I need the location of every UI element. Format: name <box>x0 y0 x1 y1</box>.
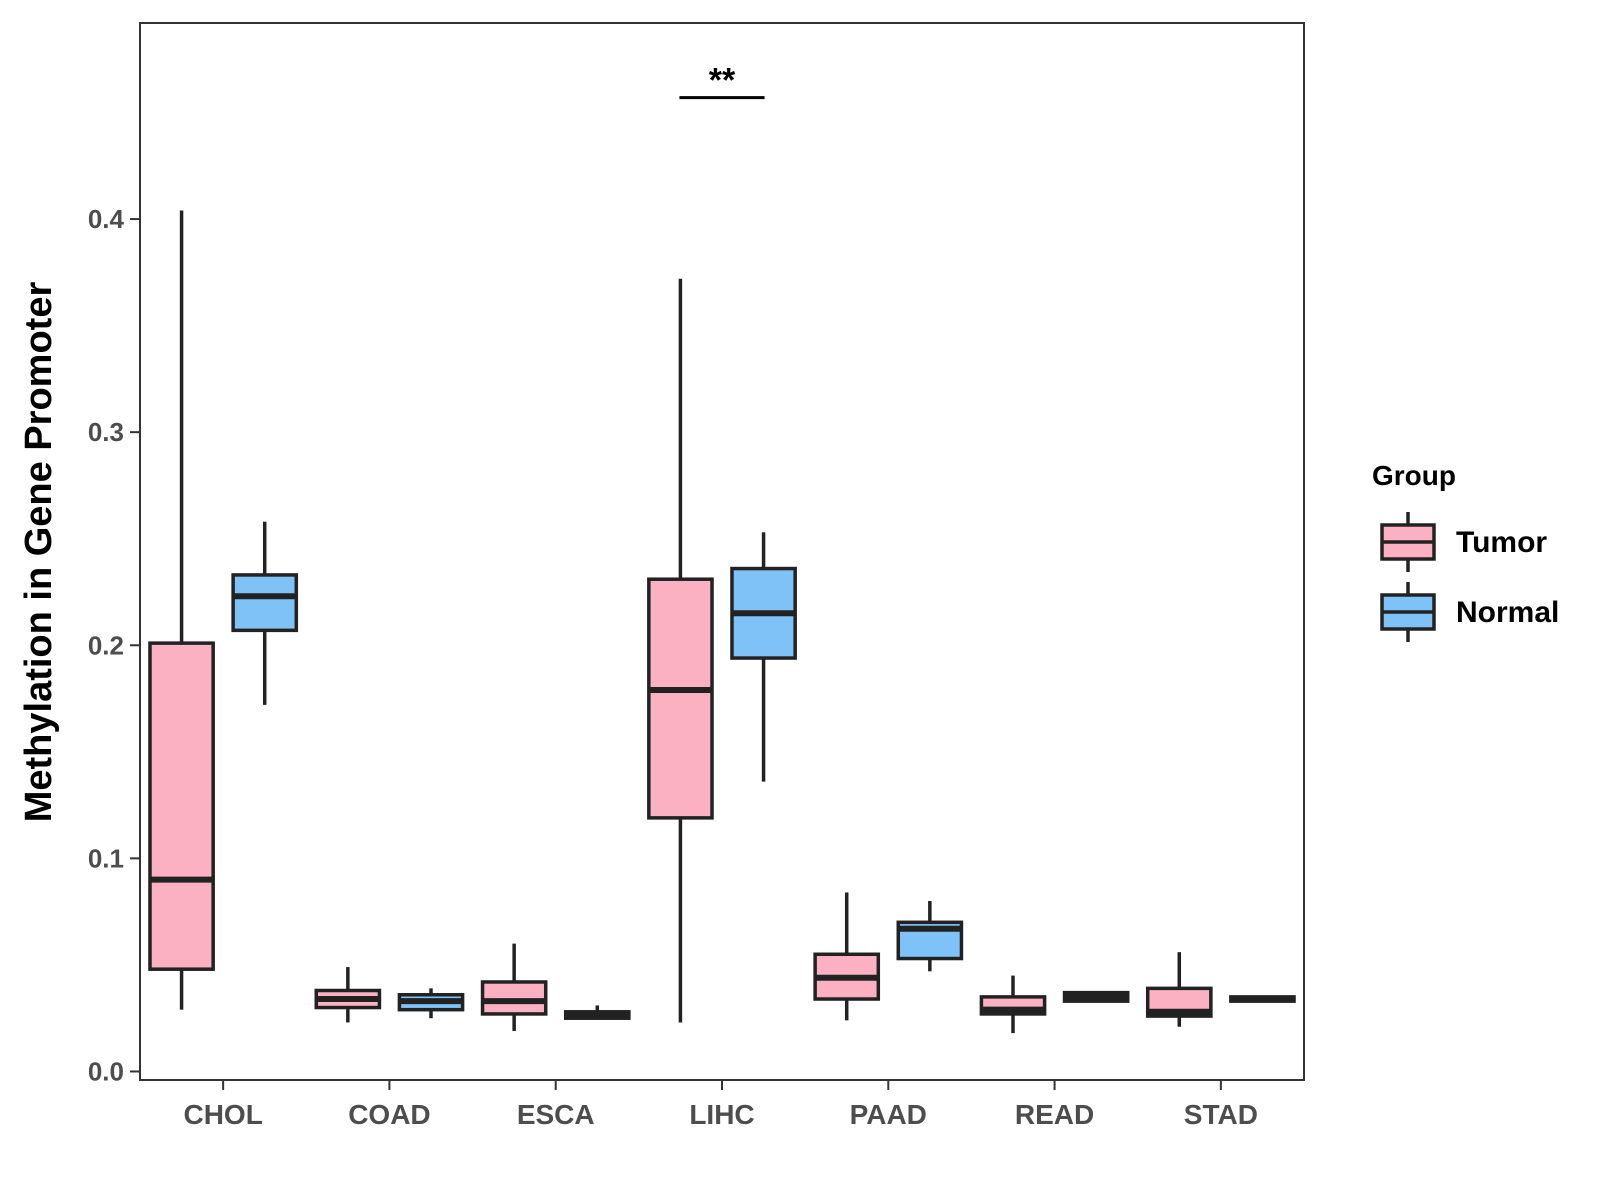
box-normal-chol <box>231 521 299 705</box>
legend-label: Normal <box>1456 596 1559 629</box>
legend-item-tumor: Tumor <box>1380 512 1547 572</box>
y-axis: 0.0 0.1 0.2 0.3 0.4 <box>88 204 140 1086</box>
y-tick-label: 0.4 <box>88 204 125 234</box>
x-tick-label-chol: CHOL <box>183 1099 262 1130</box>
box-tumor-lihc <box>647 278 714 1023</box>
box-body <box>148 641 215 971</box>
y-tick-label: 0.1 <box>88 843 124 873</box>
y-tick-label: 0.2 <box>88 630 124 660</box>
box-body <box>480 980 548 1016</box>
x-axis: CHOL COAD ESCA LIHC PAAD READ STAD <box>183 1080 1258 1130</box>
x-tick-label-lihc: LIHC <box>689 1099 754 1130</box>
x-tick-label-esca: ESCA <box>517 1099 595 1130</box>
y-axis-title: Methylation in Gene Promoter <box>18 282 60 823</box>
x-tick-label-read: READ <box>1015 1099 1094 1130</box>
x-tick-label-paad: PAAD <box>850 1099 927 1130</box>
x-tick-label-stad: STAD <box>1184 1099 1258 1130</box>
y-tick-label: 0.0 <box>88 1056 124 1086</box>
annotation-layer: ** <box>679 62 765 100</box>
legend-title: Group <box>1372 460 1456 491</box>
legend: Group Tumor Normal <box>1372 460 1559 642</box>
significance-label: ** <box>709 62 736 100</box>
legend-item-normal: Normal <box>1380 582 1559 642</box>
y-tick-label: 0.3 <box>88 417 124 447</box>
legend-label: Tumor <box>1456 526 1547 559</box>
box-normal-lihc <box>730 532 797 782</box>
box-body <box>647 577 714 820</box>
box-normal-coad <box>397 988 465 1019</box>
box-tumor-paad <box>813 892 881 1021</box>
box-tumor-stad <box>1145 952 1213 1027</box>
box-tumor-esca <box>480 943 548 1031</box>
box-tumor-chol <box>148 210 215 1010</box>
boxes-layer <box>148 210 1296 1034</box>
box-normal-read <box>1062 990 1130 1003</box>
box-body <box>231 573 299 633</box>
plot-panel <box>139 22 1305 1081</box>
legend-items: Tumor Normal <box>1380 512 1559 642</box>
box-normal-paad <box>896 900 964 972</box>
box-tumor-read <box>979 975 1047 1034</box>
x-tick-label-coad: COAD <box>348 1099 430 1130</box>
box-normal-stad <box>1229 995 1296 1003</box>
box-tumor-coad <box>314 967 382 1023</box>
box-normal-esca <box>563 1005 631 1020</box>
